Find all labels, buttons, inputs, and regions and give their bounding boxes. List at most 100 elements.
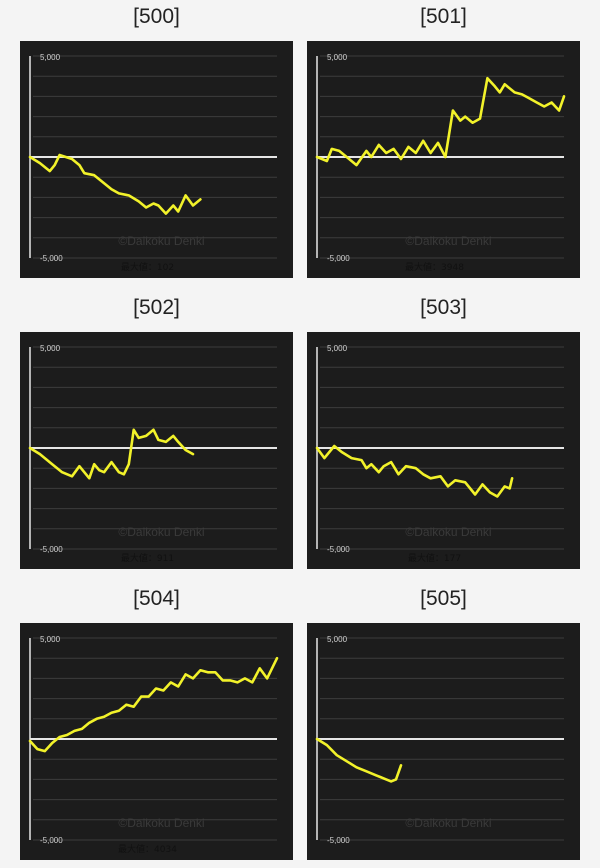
data-point	[29, 156, 31, 158]
y-min-tick-label: -5,000	[327, 254, 350, 263]
data-point	[454, 479, 457, 482]
data-point	[243, 677, 246, 680]
data-point	[471, 121, 474, 124]
data-point	[429, 477, 432, 480]
chart-canvas: 5,000 -5,000 ©Daikoku Denki 最大値：4034	[20, 623, 293, 860]
data-point	[422, 473, 425, 476]
data-point	[98, 469, 101, 472]
data-point	[78, 465, 81, 468]
data-point	[459, 119, 462, 122]
data-point	[140, 695, 143, 698]
data-point	[338, 150, 341, 152]
data-point	[464, 115, 467, 118]
data-point	[162, 689, 165, 692]
data-point	[103, 471, 105, 474]
data-point	[508, 487, 511, 490]
data-point	[48, 170, 51, 173]
watermark-text: ©Daikoku Denki	[118, 234, 204, 248]
y-min-tick-label: -5,000	[40, 545, 63, 554]
data-point	[83, 172, 86, 175]
data-point	[184, 673, 187, 676]
chart-canvas: 5,000 -5,000 ©Daikoku Denki	[307, 623, 580, 860]
series-line	[315, 76, 566, 167]
data-point	[29, 740, 31, 742]
chart-panel-502: [502] 5,000 -5,000 ©Daikoku Denki 最大値：911	[20, 291, 293, 569]
data-point	[400, 764, 402, 767]
y-min-tick-label: -5,000	[327, 836, 350, 845]
data-point	[93, 174, 96, 177]
y-min-tick-label: -5,000	[40, 254, 63, 263]
series-line	[315, 444, 514, 498]
y-max-tick-label: 5,000	[327, 635, 348, 644]
data-point	[103, 182, 105, 185]
data-point	[132, 428, 135, 431]
data-point	[355, 164, 358, 166]
data-point	[71, 475, 73, 478]
chart-svg: 5,000 -5,000 ©Daikoku Denki 最大値：3948	[315, 53, 566, 273]
data-point	[199, 669, 202, 672]
data-point	[395, 778, 397, 781]
data-point	[550, 101, 553, 104]
chart-svg: 5,000 -5,000 ©Daikoku Denki 最大値：177	[315, 344, 564, 564]
data-point	[236, 681, 239, 684]
data-point	[489, 491, 491, 494]
watermark-text: ©Daikoku Denki	[118, 816, 204, 830]
chart-svg: 5,000 -5,000 ©Daikoku Denki 最大値：4034	[28, 635, 279, 855]
data-point	[88, 477, 91, 480]
data-point	[172, 204, 175, 207]
data-point	[385, 152, 388, 154]
series-line	[28, 656, 279, 753]
data-point	[137, 200, 140, 203]
data-point	[414, 467, 417, 470]
data-point	[348, 158, 351, 160]
chart-title: [505]	[420, 587, 467, 610]
data-point	[474, 493, 476, 496]
data-point	[390, 461, 392, 464]
data-point	[528, 97, 531, 100]
data-point	[340, 451, 343, 453]
max-value-label: 最大値：177	[408, 552, 461, 564]
data-point	[258, 667, 261, 670]
data-point	[521, 93, 523, 96]
data-point	[145, 434, 147, 437]
data-point	[360, 459, 363, 462]
data-point	[350, 457, 353, 459]
data-point	[377, 143, 380, 146]
data-point	[345, 760, 348, 763]
data-point	[400, 158, 402, 160]
data-point	[110, 188, 113, 191]
data-point	[110, 711, 113, 714]
data-point	[405, 465, 407, 468]
chart-title: [502]	[133, 296, 180, 319]
data-point	[503, 83, 506, 86]
data-point	[382, 465, 385, 468]
watermark-text: ©Daikoku Denki	[405, 234, 491, 248]
data-point	[71, 158, 73, 160]
data-point	[127, 463, 130, 466]
data-point	[110, 461, 113, 464]
watermark-text: ©Daikoku Denki	[405, 525, 491, 539]
data-point	[43, 750, 46, 753]
data-point	[355, 766, 358, 769]
data-point	[316, 156, 318, 158]
data-point	[152, 202, 155, 205]
data-point	[447, 485, 449, 488]
data-point	[276, 657, 278, 660]
data-point	[316, 447, 318, 449]
y-max-tick-label: 5,000	[327, 53, 348, 62]
data-point	[38, 453, 41, 455]
data-point	[370, 156, 373, 158]
data-point	[558, 109, 560, 112]
data-point	[221, 679, 224, 682]
data-point	[365, 770, 368, 773]
data-point	[53, 164, 56, 166]
max-value-label: 最大値：102	[121, 261, 174, 273]
data-point	[330, 148, 333, 150]
y-max-tick-label: 5,000	[40, 344, 61, 353]
y-min-tick-label: -5,000	[40, 836, 63, 845]
data-point	[152, 428, 155, 431]
data-point	[118, 471, 120, 474]
data-point	[496, 495, 499, 498]
data-point	[206, 671, 209, 674]
data-point	[486, 77, 489, 80]
